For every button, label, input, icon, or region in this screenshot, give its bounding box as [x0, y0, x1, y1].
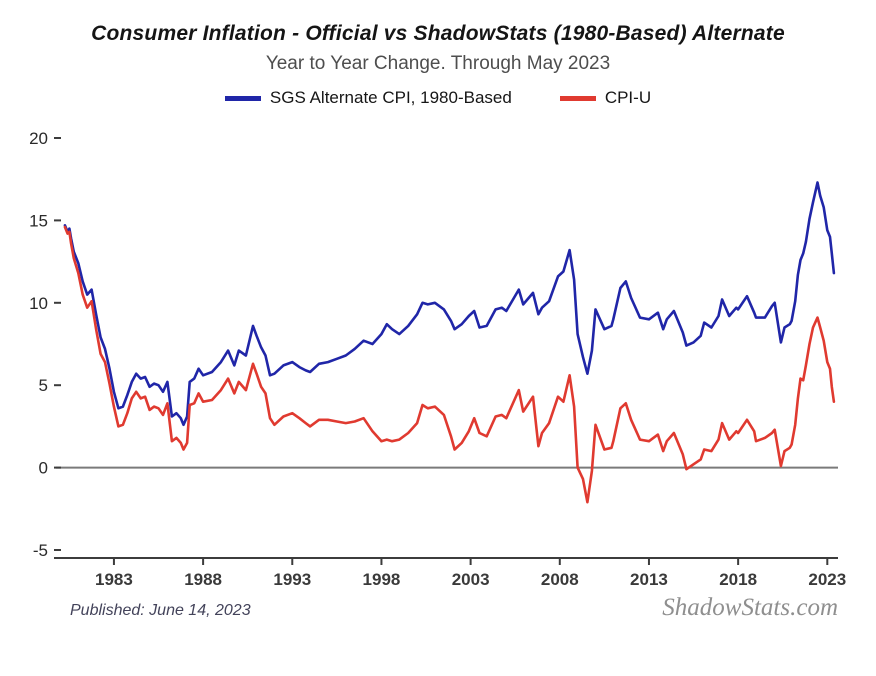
plot-area: 1983 1988 1993 1998 2003 2008 2013 2018 2023 20 15… [0, 112, 876, 594]
x-tick-label: 2023 [808, 570, 846, 589]
y-tick-label: 5 [39, 376, 48, 395]
x-tick-label: 1998 [363, 570, 401, 589]
x-tick-label: 2013 [630, 570, 668, 589]
legend-item-sgs: SGS Alternate CPI, 1980-Based [224, 88, 512, 108]
x-tick-label: 2008 [541, 570, 579, 589]
x-tick-label: 1993 [273, 570, 311, 589]
series-line-sgs [63, 181, 836, 427]
x-tick-label: 1988 [184, 570, 222, 589]
y-tick-label: 10 [29, 294, 48, 313]
legend-swatch-cpiu [559, 95, 596, 101]
chart-footer: Published: June 14, 2023 ShadowStats.com [0, 594, 876, 622]
legend-item-cpiu: CPI-U [559, 88, 652, 108]
line-chart-svg: 1983 1988 1993 1998 2003 2008 2013 2018 2023 20 15… [29, 129, 846, 589]
series-line-cpiu [63, 225, 836, 504]
shadowstats-watermark: ShadowStats.com [662, 594, 838, 621]
x-tick-label: 2003 [452, 570, 490, 589]
legend-swatch-sgs [224, 95, 261, 101]
x-tick-label: 1983 [95, 570, 133, 589]
y-tick-label: 0 [39, 459, 48, 478]
legend: SGS Alternate CPI, 1980-Based CPI-U [0, 88, 876, 108]
x-tick-label: 2018 [719, 570, 757, 589]
y-tick-label: 15 [29, 211, 48, 230]
y-tick-label: -5 [33, 541, 48, 560]
published-date: Published: June 14, 2023 [70, 602, 251, 619]
legend-label-cpiu: CPI-U [604, 88, 652, 107]
chart-subtitle: Year to Year Change. Through May 2023 [265, 53, 611, 74]
y-tick-label: 20 [29, 129, 48, 148]
page-title: Consumer Inflation - Official vs ShadowS… [91, 22, 785, 45]
legend-label-sgs: SGS Alternate CPI, 1980-Based [269, 88, 512, 107]
